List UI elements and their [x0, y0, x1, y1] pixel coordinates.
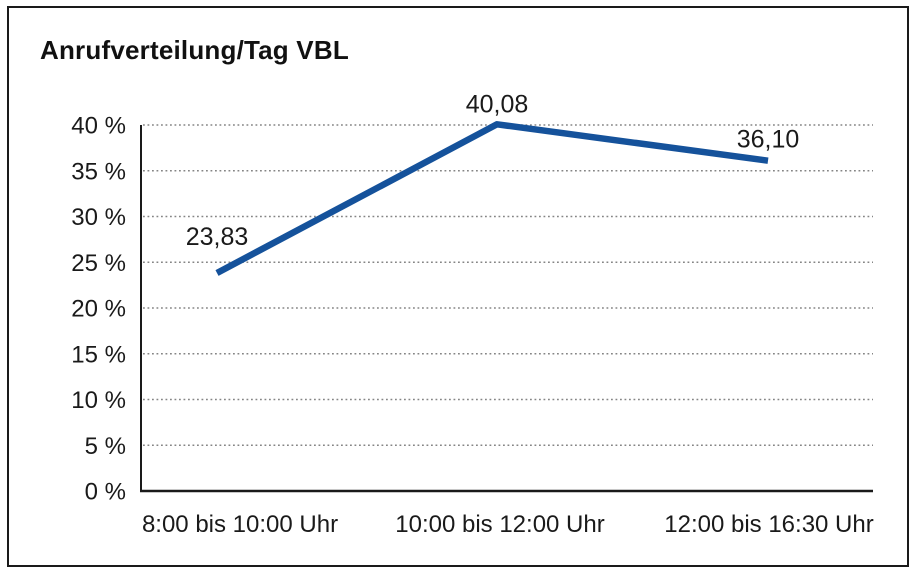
series-line [215, 121, 769, 276]
chart-frame: Anrufverteilung/Tag VBL [7, 6, 909, 567]
point-label: 40,08 [466, 90, 529, 118]
x-category-label: 12:00 bis 16:30 Uhr [664, 511, 873, 538]
x-category-label: 10:00 bis 12:00 Uhr [395, 511, 604, 538]
y-tick-label: 10 % [71, 387, 126, 414]
point-label: 36,10 [737, 126, 800, 154]
x-category-label: 8:00 bis 10:00 Uhr [142, 511, 338, 538]
y-tick-label: 5 % [85, 433, 126, 460]
y-tick-label: 40 % [71, 113, 126, 140]
point-label: 23,83 [186, 223, 249, 251]
y-tick-label: 0 % [85, 479, 126, 506]
y-tick-label: 20 % [71, 296, 126, 323]
chart-title: Anrufverteilung/Tag VBL [40, 35, 349, 65]
y-tick-label: 30 % [71, 204, 126, 231]
y-tick-label: 15 % [71, 341, 126, 368]
y-tick-label: 35 % [71, 158, 126, 185]
y-tick-label: 25 % [71, 250, 126, 277]
